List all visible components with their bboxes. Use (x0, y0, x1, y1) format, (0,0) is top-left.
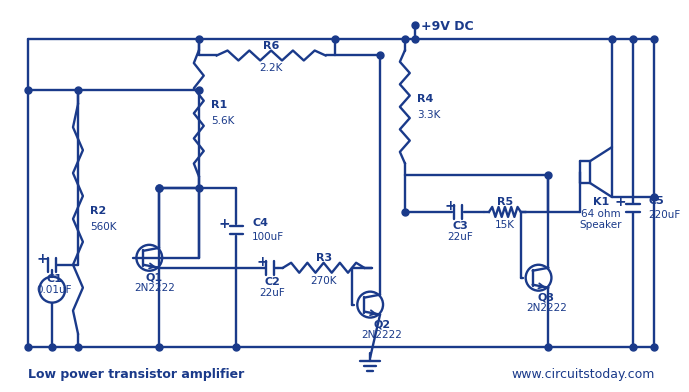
Text: R5: R5 (497, 197, 513, 207)
Text: 3.3K: 3.3K (417, 110, 440, 120)
Text: Q1: Q1 (145, 273, 163, 283)
Text: C4: C4 (252, 218, 268, 228)
Text: 64 ohm: 64 ohm (581, 209, 621, 219)
Text: Q2: Q2 (373, 319, 391, 330)
Text: R2: R2 (90, 206, 106, 216)
Text: R4: R4 (417, 94, 433, 104)
Text: +: + (37, 252, 48, 266)
Text: R1: R1 (211, 100, 227, 110)
Text: C1: C1 (46, 274, 62, 284)
Text: 5.6K: 5.6K (211, 116, 234, 126)
Text: +9V DC: +9V DC (421, 20, 473, 33)
Text: C3: C3 (453, 221, 469, 231)
Text: C5: C5 (648, 196, 664, 206)
Text: Speaker: Speaker (579, 220, 622, 230)
Text: 22uF: 22uF (259, 288, 285, 298)
Text: K1: K1 (593, 197, 609, 207)
Text: 2N2222: 2N2222 (134, 283, 175, 293)
Text: 2N2222: 2N2222 (526, 303, 567, 312)
Text: 270K: 270K (310, 276, 337, 286)
Text: +: + (444, 199, 456, 213)
Text: R3: R3 (316, 253, 331, 263)
Text: Q3: Q3 (538, 293, 555, 303)
Text: Low power transistor amplifier: Low power transistor amplifier (28, 368, 245, 381)
Text: 22uF: 22uF (447, 232, 473, 242)
Text: R6: R6 (263, 40, 279, 51)
Text: 2N2222: 2N2222 (362, 330, 402, 339)
Text: 15K: 15K (495, 220, 515, 230)
Text: www.circuitstoday.com: www.circuitstoday.com (511, 368, 655, 381)
Text: 220uF: 220uF (648, 210, 681, 220)
Text: C2: C2 (264, 277, 280, 287)
Text: +: + (218, 217, 230, 231)
Text: +: + (615, 195, 626, 209)
Text: 100uF: 100uF (252, 232, 285, 242)
Text: 560K: 560K (90, 222, 116, 232)
Text: 2.2K: 2.2K (260, 64, 282, 73)
Text: 0.01uF: 0.01uF (37, 285, 72, 295)
Text: +: + (256, 255, 268, 269)
